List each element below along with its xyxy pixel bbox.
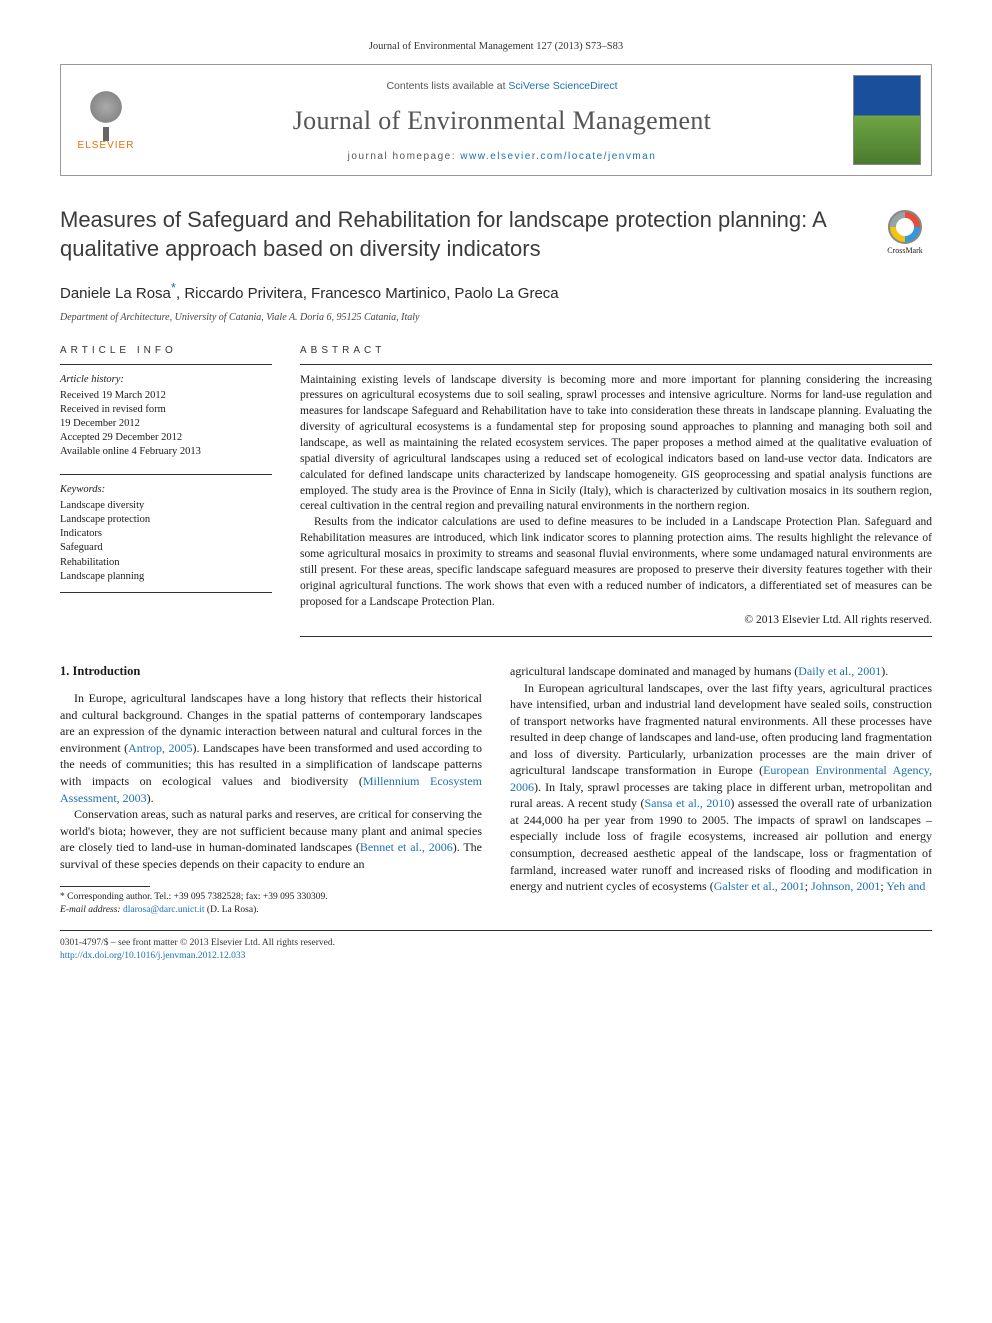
crossmark-label: CrossMark <box>887 246 923 255</box>
article-title: Measures of Safeguard and Rehabilitation… <box>60 206 858 263</box>
publisher-name: ELSEVIER <box>78 139 135 153</box>
cite-eea[interactable]: European Environmental Agency, 2006 <box>510 763 932 794</box>
history-0: Received 19 March 2012 <box>60 389 272 403</box>
keyword-0: Landscape diversity <box>60 499 272 513</box>
title-row: Measures of Safeguard and Rehabilitation… <box>60 206 932 263</box>
journal-cover-thumb[interactable] <box>853 65 931 175</box>
header-center: Contents lists available at SciVerse Sci… <box>151 65 853 175</box>
cite-daily[interactable]: Daily et al., 2001 <box>798 664 881 678</box>
article-info-label: ARTICLE INFO <box>60 344 272 365</box>
section-1-heading: 1. Introduction <box>60 663 482 680</box>
abstract-copyright: © 2013 Elsevier Ltd. All rights reserved… <box>300 613 932 629</box>
email-label: E-mail address: <box>60 905 123 915</box>
author-1: Riccardo Privitera <box>184 285 302 302</box>
cite-sansa[interactable]: Sansa et al., 2010 <box>645 796 731 810</box>
journal-name: Journal of Environmental Management <box>161 103 843 138</box>
homepage-line: journal homepage: www.elsevier.com/locat… <box>161 150 843 164</box>
body-col-left: 1. Introduction In Europe, agricultural … <box>60 663 482 916</box>
author-3: Paolo La Greca <box>454 285 558 302</box>
keyword-4: Rehabilitation <box>60 556 272 570</box>
body-right-p1: In European agricultural landscapes, ove… <box>510 680 932 895</box>
corresponding-footnote: * Corresponding author. Tel.: +39 095 73… <box>60 891 482 916</box>
publisher-logo[interactable]: ELSEVIER <box>61 65 151 175</box>
doi-link[interactable]: http://dx.doi.org/10.1016/j.jenvman.2012… <box>60 951 245 961</box>
keyword-5: Landscape planning <box>60 570 272 584</box>
journal-header: ELSEVIER Contents lists available at Sci… <box>60 65 932 176</box>
page: Journal of Environmental Management 127 … <box>0 0 992 993</box>
author-0: Daniele La Rosa <box>60 285 171 302</box>
corr-line: * Corresponding author. Tel.: +39 095 73… <box>60 891 482 903</box>
abstract-text: Maintaining existing levels of landscape… <box>300 373 932 611</box>
history-2: 19 December 2012 <box>60 417 272 431</box>
corresponding-marker[interactable]: * <box>171 280 176 295</box>
info-row: ARTICLE INFO Article history: Received 1… <box>60 344 932 637</box>
email-suffix: (D. La Rosa). <box>205 905 259 915</box>
email-line: E-mail address: dlarosa@darc.unict.it (D… <box>60 904 482 916</box>
cite-johnson[interactable]: Johnson, 2001 <box>811 879 880 893</box>
body-col-right: agricultural landscape dominated and man… <box>510 663 932 916</box>
keyword-3: Safeguard <box>60 541 272 555</box>
history-4: Available online 4 February 2013 <box>60 445 272 459</box>
abstract-para-1: Results from the indicator calculations … <box>300 515 932 610</box>
contents-prefix: Contents lists available at <box>386 80 508 92</box>
body-columns: 1. Introduction In Europe, agricultural … <box>60 663 932 916</box>
elsevier-tree-icon <box>81 87 131 137</box>
abstract-label: ABSTRACT <box>300 344 932 365</box>
keywords-head: Keywords: <box>60 474 272 497</box>
history-head: Article history: <box>60 373 272 387</box>
keyword-1: Landscape protection <box>60 513 272 527</box>
abstract-para-0: Maintaining existing levels of landscape… <box>300 373 932 516</box>
keyword-2: Indicators <box>60 527 272 541</box>
crossmark-badge[interactable]: CrossMark <box>878 206 932 257</box>
abstract-block: ABSTRACT Maintaining existing levels of … <box>300 344 932 637</box>
cover-image <box>853 75 921 165</box>
article-info-block: ARTICLE INFO Article history: Received 1… <box>60 344 272 637</box>
sciencedirect-link[interactable]: SciVerse ScienceDirect <box>508 80 617 92</box>
cite-galster[interactable]: Galster et al., 2001 <box>714 879 805 893</box>
cite-bennet[interactable]: Bennet et al., 2006 <box>360 840 453 854</box>
contents-line: Contents lists available at SciVerse Sci… <box>161 79 843 93</box>
homepage-link[interactable]: www.elsevier.com/locate/jenvman <box>460 151 656 162</box>
email-link[interactable]: dlarosa@darc.unict.it <box>123 905 205 915</box>
cite-yeh[interactable]: Yeh and <box>886 879 925 893</box>
crossmark-icon <box>888 210 922 244</box>
footnote-separator <box>60 886 150 887</box>
homepage-prefix: journal homepage: <box>348 151 461 162</box>
history-1: Received in revised form <box>60 403 272 417</box>
body-right-p0: agricultural landscape dominated and man… <box>510 663 932 680</box>
issn-line: 0301-4797/$ – see front matter © 2013 El… <box>60 937 932 950</box>
author-2: Francesco Martinico <box>311 285 446 302</box>
body-left-p1: Conservation areas, such as natural park… <box>60 806 482 872</box>
authors: Daniele La Rosa*, Riccardo Privitera, Fr… <box>60 279 932 304</box>
citation-bar: Journal of Environmental Management 127 … <box>60 40 932 65</box>
cite-mea[interactable]: Millennium Ecosystem Assessment, 2003 <box>60 774 482 805</box>
bottom-bar: 0301-4797/$ – see front matter © 2013 El… <box>60 930 932 963</box>
history-3: Accepted 29 December 2012 <box>60 431 272 445</box>
affiliation: Department of Architecture, University o… <box>60 311 932 325</box>
cite-antrop[interactable]: Antrop, 2005 <box>128 741 192 755</box>
body-left-p0: In Europe, agricultural landscapes have … <box>60 690 482 806</box>
